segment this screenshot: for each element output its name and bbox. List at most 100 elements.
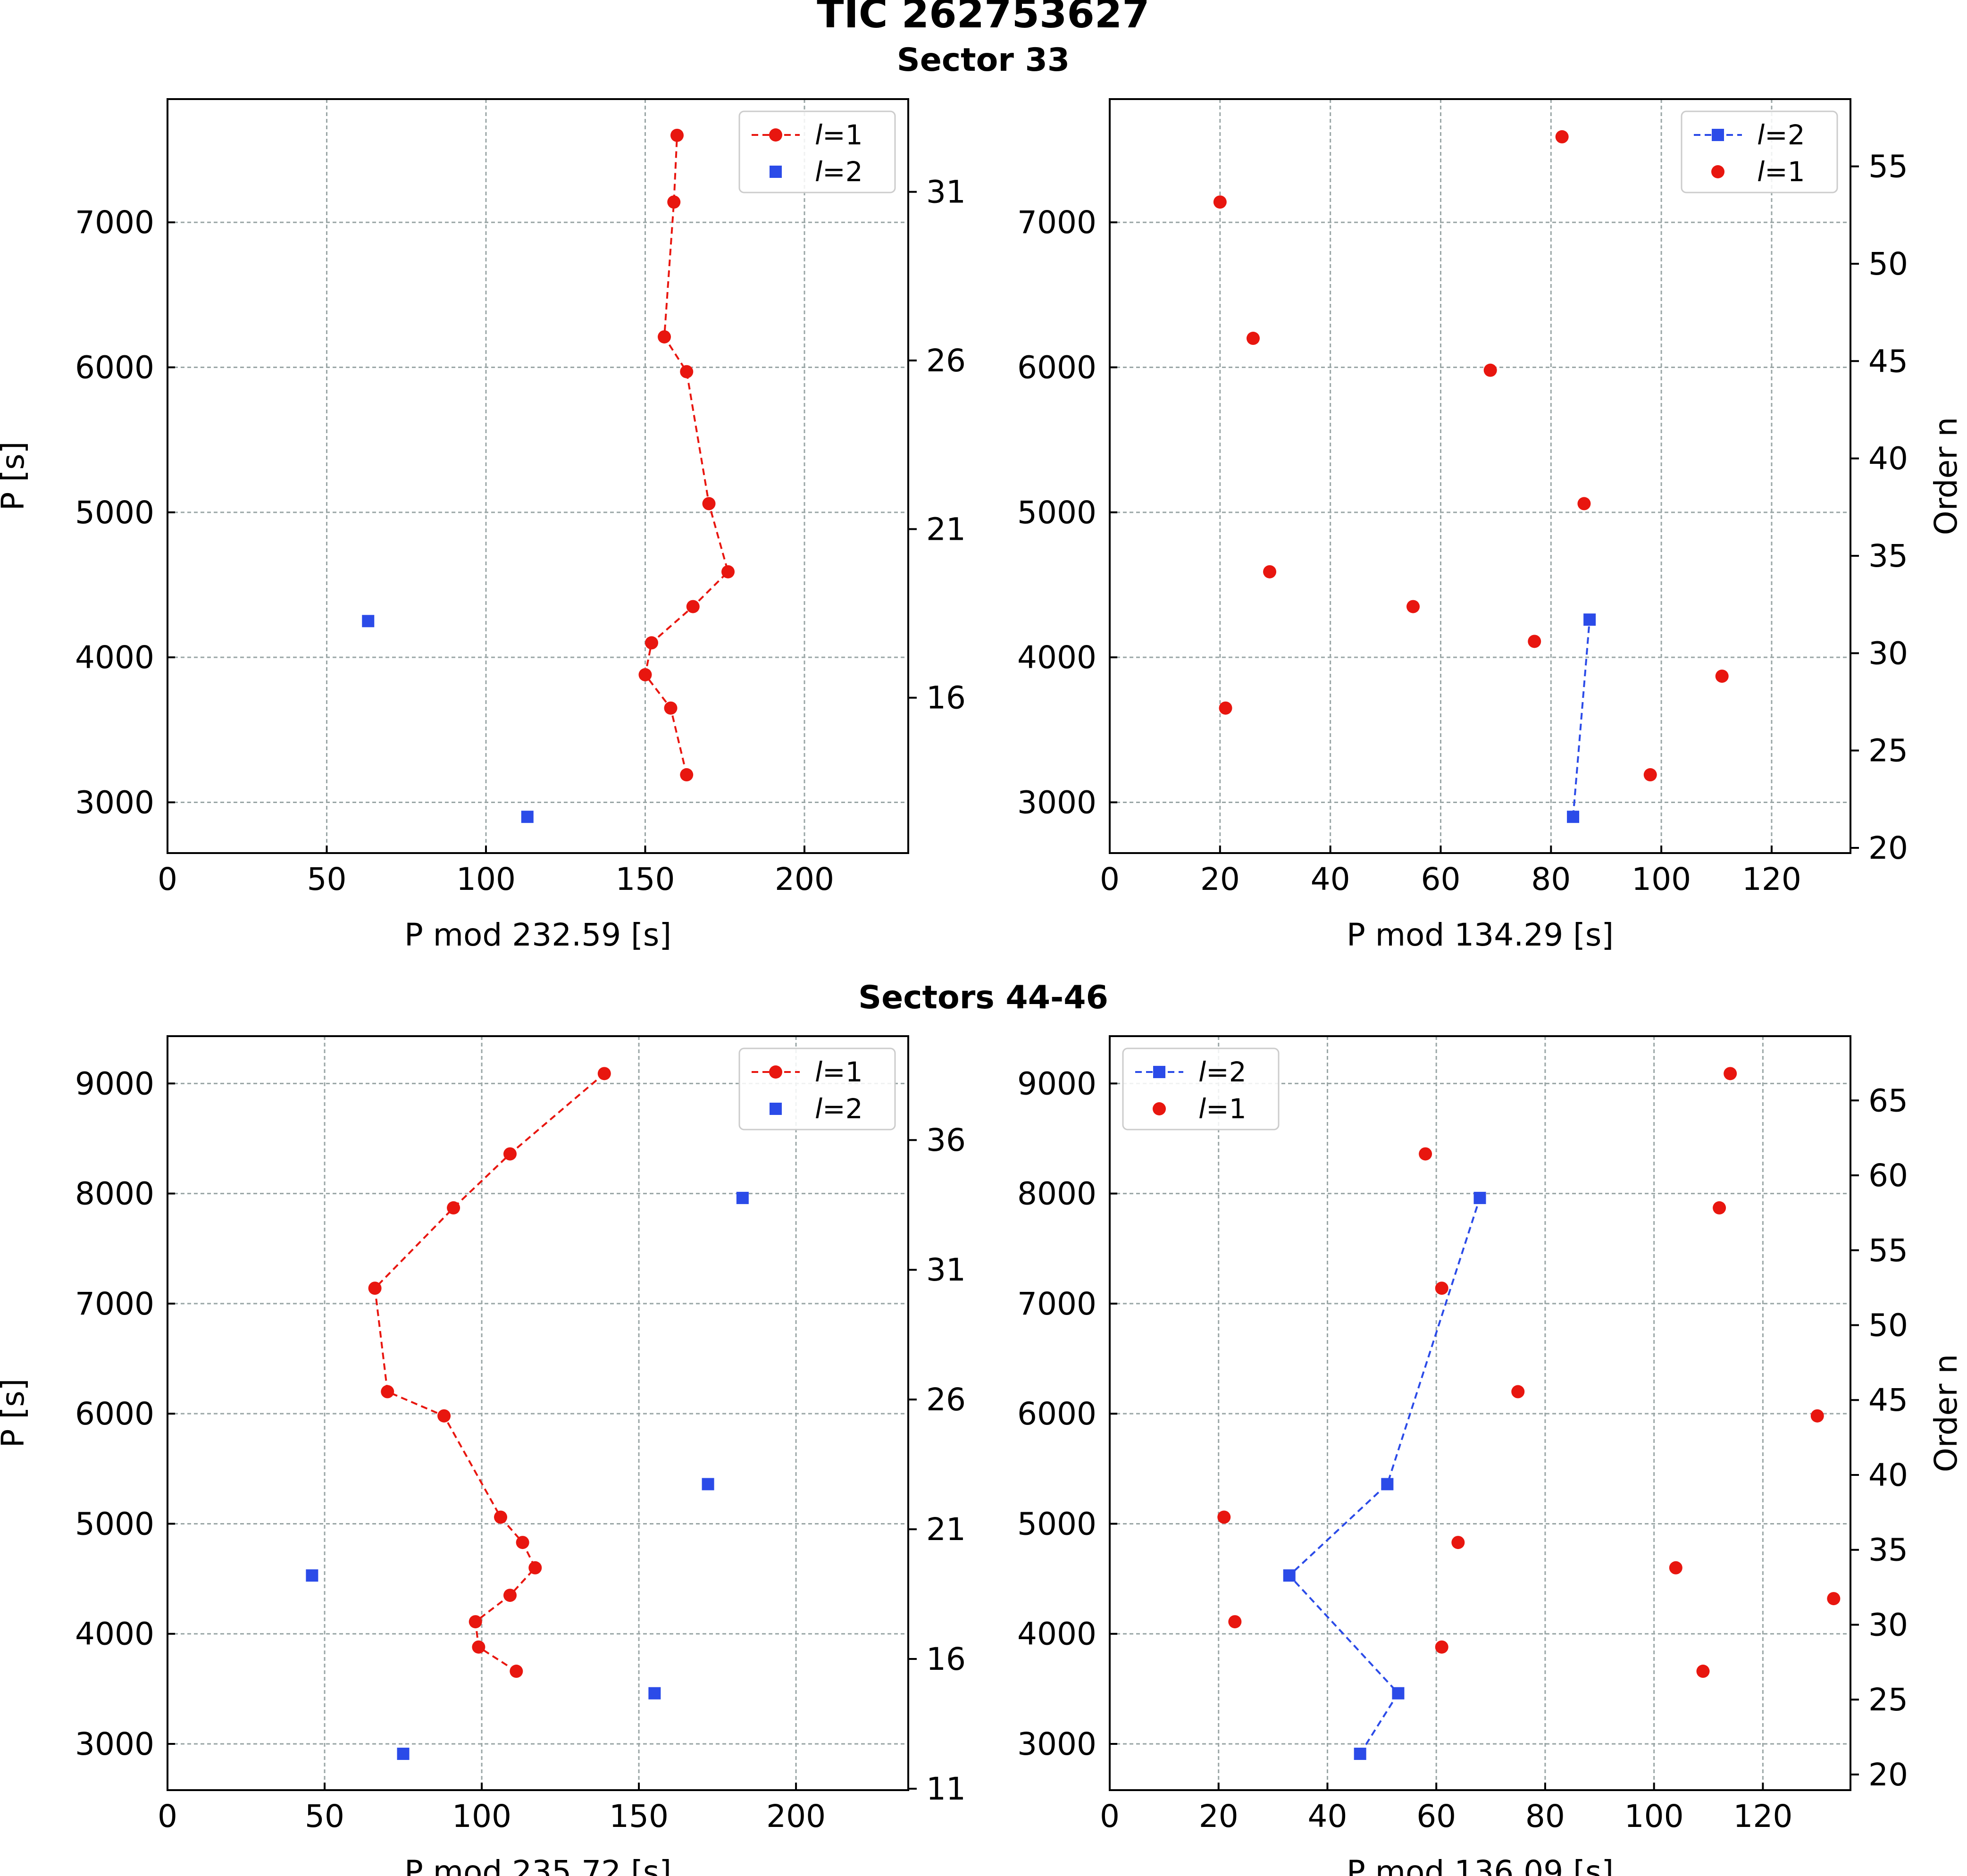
y-tick-label: 4000	[1017, 1616, 1096, 1652]
legend-marker	[769, 1065, 782, 1079]
data-point	[368, 1281, 382, 1295]
x-axis-label: P mod 136.09 [s]	[1347, 1854, 1614, 1876]
y2-tick-label: 50	[1868, 1307, 1908, 1343]
y-tick-label: 5000	[75, 1506, 154, 1542]
x-tick-label: 60	[1416, 1798, 1456, 1834]
row-title-sector-33: Sector 33	[897, 42, 1070, 79]
data-point	[306, 1569, 318, 1582]
data-point	[736, 1191, 749, 1204]
legend-label: l=2	[815, 1093, 863, 1125]
data-point	[1643, 768, 1657, 782]
data-point	[638, 668, 652, 682]
x-tick-label: 40	[1307, 1798, 1347, 1834]
x-tick-label: 100	[1632, 861, 1691, 897]
data-point	[1473, 1191, 1486, 1204]
legend-label: l=2	[1757, 119, 1805, 151]
data-point	[1511, 1385, 1525, 1399]
series-line	[1572, 620, 1591, 817]
legend: l=2l=1	[1122, 1047, 1280, 1131]
x-tick-label: 0	[1100, 861, 1120, 897]
data-point	[721, 565, 735, 578]
y2-tick-label: 26	[926, 1382, 966, 1418]
data-point	[1217, 1510, 1231, 1524]
x-tick-label: 150	[609, 1798, 669, 1834]
y-tick-label: 7000	[75, 204, 154, 241]
x-tick-label: 100	[452, 1798, 511, 1834]
legend-marker	[1712, 129, 1724, 141]
y-tick-label: 7000	[1017, 204, 1096, 241]
x-tick-label: 150	[616, 861, 675, 897]
data-point	[1555, 130, 1569, 143]
x-tick-label: 20	[1200, 861, 1240, 897]
figure-title: TIC 262753627	[817, 0, 1149, 37]
y2-tick-label: 40	[1868, 441, 1908, 477]
y2-tick-label: 55	[1868, 149, 1908, 185]
data-point	[645, 636, 659, 650]
y2-tick-label: 11	[926, 1771, 966, 1807]
y2-tick-label: 20	[1868, 830, 1908, 866]
series-l=2	[1283, 1191, 1486, 1760]
y-tick-label: 9000	[75, 1065, 154, 1102]
y2-tick-label: 35	[1868, 538, 1908, 574]
data-point	[1228, 1615, 1242, 1629]
data-point	[664, 701, 678, 715]
y-tick-label: 8000	[1017, 1176, 1096, 1212]
y2-tick-label: 55	[1868, 1232, 1908, 1269]
y2-tick-label: 60	[1868, 1157, 1908, 1194]
data-point	[516, 1536, 529, 1549]
series-l=1	[638, 128, 735, 782]
data-point	[1392, 1687, 1405, 1700]
series-line	[374, 1072, 605, 1672]
data-point	[1715, 670, 1729, 683]
series-l=1	[1217, 1067, 1841, 1678]
y-tick-label: 4000	[75, 1616, 154, 1652]
data-point	[397, 1748, 410, 1760]
x-tick-label: 200	[766, 1798, 826, 1834]
y-tick-label: 6000	[75, 1396, 154, 1432]
data-point	[1219, 701, 1232, 715]
y-tick-label: 3000	[1017, 784, 1096, 821]
y2-tick-label: 45	[1868, 1382, 1908, 1418]
y2-tick-label: 25	[1868, 1682, 1908, 1718]
data-point	[670, 128, 684, 142]
y2-tick-label: 20	[1868, 1757, 1908, 1793]
legend-marker	[770, 166, 782, 178]
legend-marker	[1153, 1066, 1165, 1078]
y2-tick-label: 50	[1868, 246, 1908, 282]
data-point	[1381, 1478, 1394, 1491]
series-l=1	[368, 1067, 611, 1678]
data-point	[1567, 811, 1580, 823]
x-tick-label: 0	[158, 861, 177, 897]
x-tick-label: 0	[158, 1798, 177, 1834]
panel-s4446-l1: 0 50 100 150 200 3000 4000 5000 6000 7000 8000 9000…	[0, 1035, 966, 1876]
panel-s4446-l2: 0 20 40 60 80 100 120 3000 4000 5000 6000 7000 8000 9…	[1017, 1035, 1964, 1876]
x-tick-label: 80	[1525, 1798, 1565, 1834]
x-tick-label: 50	[305, 1798, 344, 1834]
y-tick-label: 3000	[75, 784, 154, 821]
data-point	[1419, 1147, 1432, 1161]
y-tick-label: 7000	[1017, 1286, 1096, 1322]
y2-tick-label: 40	[1868, 1457, 1908, 1493]
data-point	[1669, 1561, 1682, 1574]
y-tick-label: 5000	[75, 494, 154, 531]
y-tick-label: 4000	[75, 639, 154, 676]
data-point	[1713, 1201, 1726, 1214]
data-point	[702, 497, 716, 511]
y-tick-label: 6000	[1017, 350, 1096, 386]
data-point	[1583, 613, 1596, 626]
y2-tick-label: 16	[926, 1641, 966, 1677]
panel-s33-l1: 0 50 100 150 200 3000 4000 5000 6000 7000 16 21 26 31…	[0, 98, 966, 953]
data-point	[1246, 332, 1260, 345]
y2-tick-label: 30	[1868, 1607, 1908, 1643]
y2-tick-label: 36	[926, 1122, 966, 1158]
data-point	[597, 1067, 611, 1080]
data-point	[1451, 1536, 1465, 1549]
data-point	[521, 811, 534, 823]
data-point	[686, 600, 700, 613]
y-tick-label: 9000	[1017, 1065, 1096, 1102]
series-l=2	[306, 1191, 749, 1760]
data-point	[447, 1201, 460, 1214]
data-point	[503, 1589, 517, 1602]
y-tick-label: 6000	[1017, 1396, 1096, 1432]
